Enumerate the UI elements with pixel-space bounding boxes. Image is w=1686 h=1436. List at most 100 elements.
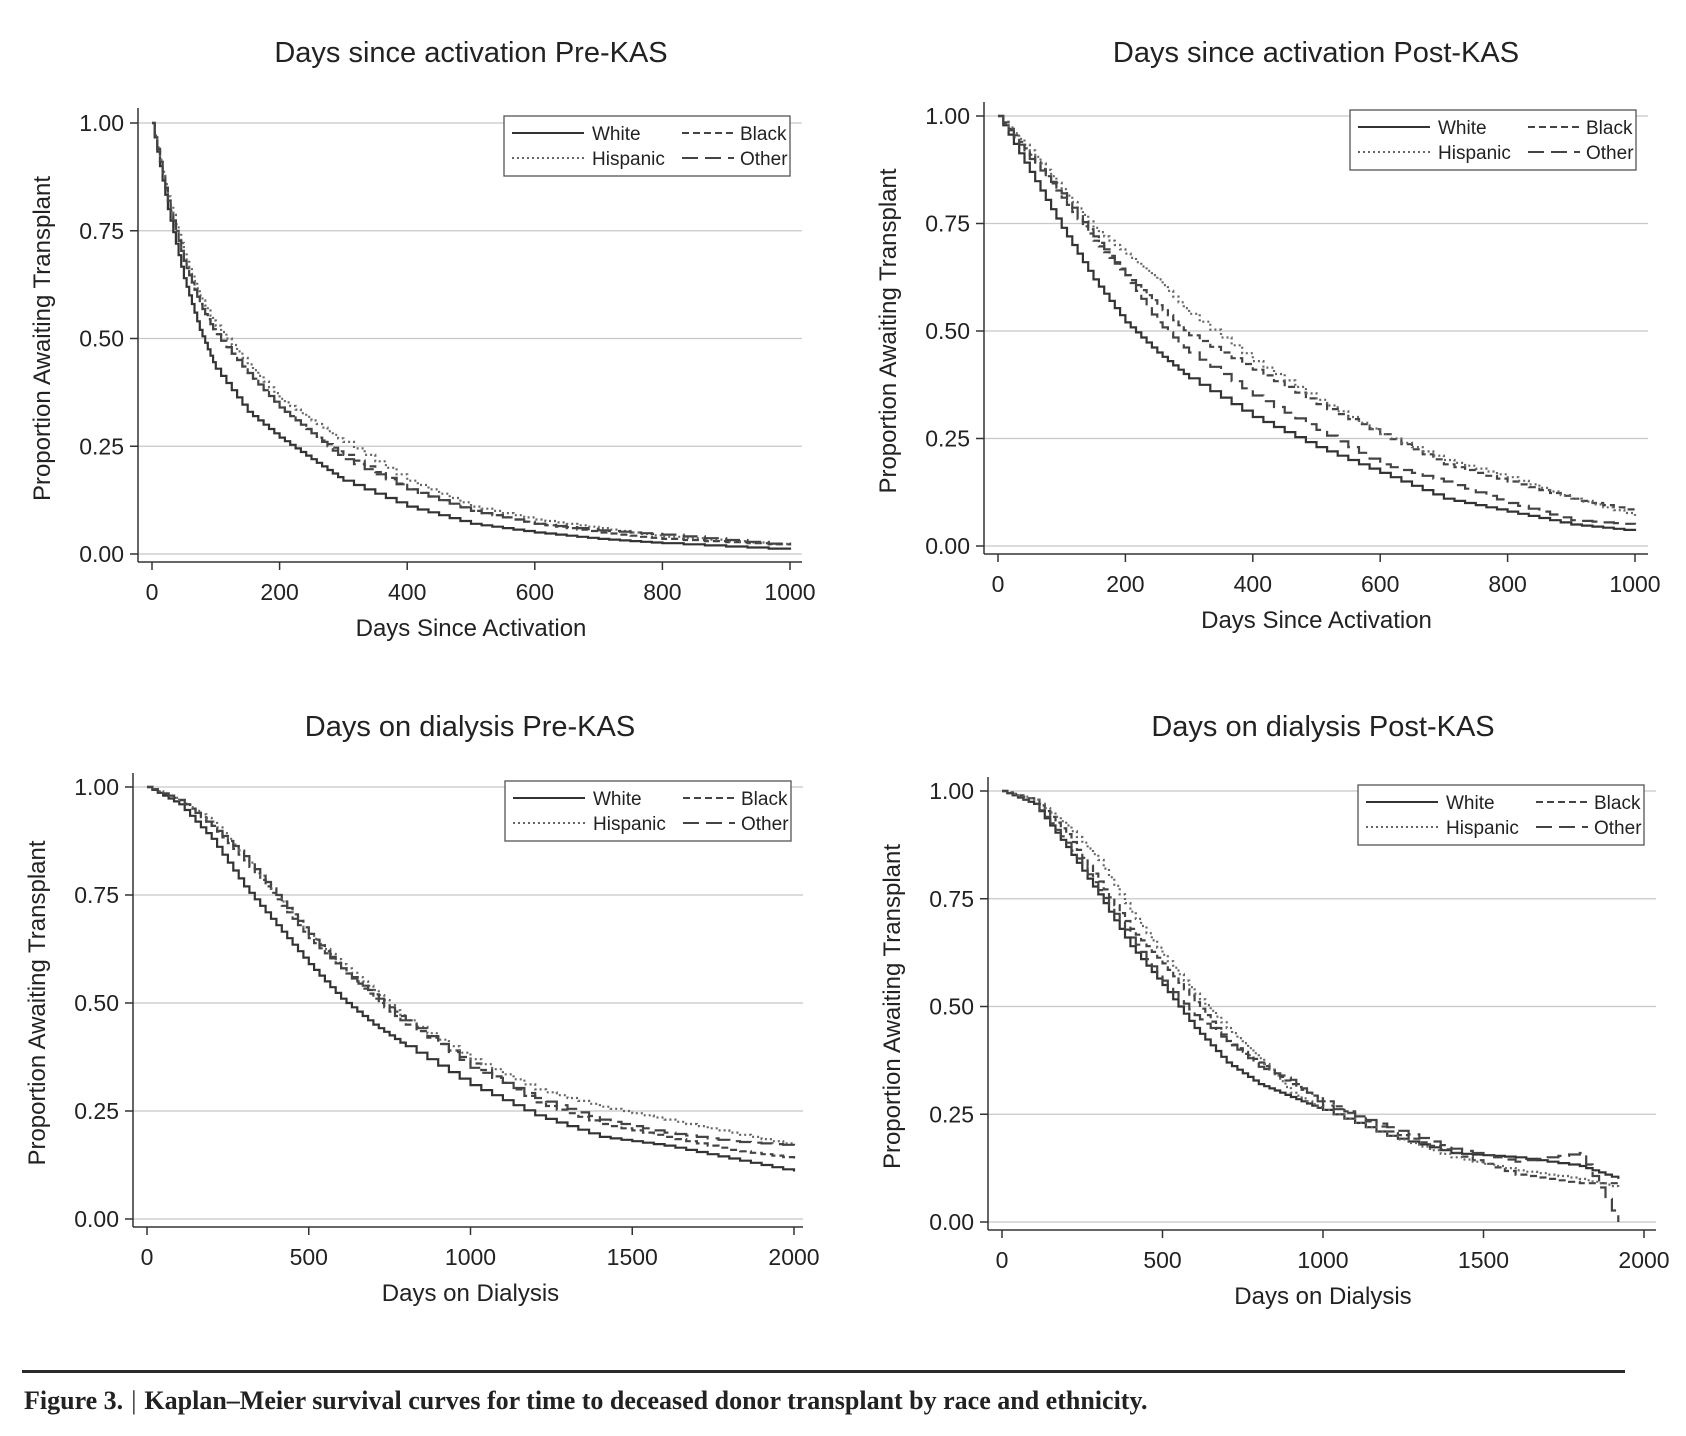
legend-label-black: Black (741, 789, 788, 810)
x-tick-label: 1000 (1609, 571, 1660, 597)
x-tick-label: 1000 (764, 579, 815, 605)
chart-title: Days since activation Pre-KAS (274, 37, 667, 69)
caption-rule (22, 1370, 1625, 1373)
legend: White Black Hispanic Other (1357, 784, 1645, 846)
chart-title: Days since activation Post-KAS (1113, 37, 1519, 69)
caption-text: Kaplan–Meier survival curves for time to… (144, 1386, 1148, 1415)
chart-panel-3: Days on dialysis Pre-KAS 0.00 0.25 0.50 0.75… (24, 711, 820, 1307)
y-axis-label: Proportion Awaiting Transplant (879, 844, 906, 1169)
series-line-black (998, 114, 1637, 512)
y-tick-label: 0.00 (74, 1206, 119, 1232)
legend: White Black Hispanic Other (503, 115, 791, 177)
series-line-black (152, 121, 792, 546)
y-tick-label: 0.50 (925, 318, 970, 344)
series-line-hispanic (152, 121, 792, 546)
x-tick-label: 600 (516, 579, 554, 605)
x-tick-label: 400 (1234, 571, 1272, 597)
x-axis-label: Days Since Activation (1201, 607, 1432, 634)
legend-label-hispanic: Hispanic (1438, 143, 1511, 164)
series-line-white (152, 121, 792, 550)
y-tick-label: 0.50 (74, 990, 119, 1016)
y-tick-label: 0.75 (929, 886, 974, 912)
legend-box (503, 115, 791, 177)
y-axis-label: Proportion Awaiting Transplant (29, 176, 56, 501)
y-tick-label: 0.75 (79, 218, 124, 244)
x-tick-label: 1000 (445, 1244, 496, 1270)
x-tick-label: 0 (996, 1247, 1009, 1273)
y-tick-label: 1.00 (929, 778, 974, 804)
caption-separator: | (131, 1386, 137, 1415)
y-tick-label: 0.75 (925, 211, 970, 237)
x-axis-label: Days on Dialysis (382, 1280, 559, 1307)
series-line-other (152, 121, 792, 546)
y-tick-label: 0.25 (79, 433, 124, 459)
chart-title: Days on dialysis Post-KAS (1151, 711, 1494, 743)
legend: White Black Hispanic Other (504, 780, 792, 842)
legend-label-other: Other (1594, 818, 1642, 839)
legend-label-hispanic: Hispanic (593, 814, 666, 835)
y-tick-label: 1.00 (925, 103, 970, 129)
x-tick-label: 1000 (1297, 1247, 1348, 1273)
y-tick-label: 0.25 (925, 426, 970, 452)
y-tick-label: 1.00 (79, 110, 124, 136)
series-line-hispanic (1002, 789, 1620, 1188)
y-axis-label: Proportion Awaiting Transplant (24, 840, 51, 1165)
y-tick-label: 0.00 (925, 533, 970, 559)
legend-box (1357, 784, 1645, 846)
legend-label-white: White (1446, 793, 1495, 814)
y-tick-label: 0.25 (74, 1098, 119, 1124)
chart-panel-4: Days on dialysis Post-KAS 0.00 0.25 0.50 0.7… (879, 711, 1670, 1310)
legend-label-black: Black (1594, 793, 1641, 814)
figure-caption: Figure 3. | Kaplan–Meier survival curves f… (24, 1386, 1148, 1416)
legend-label-white: White (593, 789, 642, 810)
legend-box (1349, 109, 1637, 171)
series-line-hispanic (998, 114, 1637, 516)
x-tick-label: 2000 (768, 1244, 819, 1270)
series-line-white (147, 785, 796, 1172)
x-tick-label: 2000 (1618, 1247, 1669, 1273)
legend-label-other: Other (741, 814, 789, 835)
legend-label-other: Other (1586, 143, 1634, 164)
legend-label-hispanic: Hispanic (592, 149, 665, 170)
legend: White Black Hispanic Other (1349, 109, 1637, 171)
y-tick-label: 0.00 (79, 541, 124, 567)
series-line-other (998, 114, 1637, 525)
y-axis-label: Proportion Awaiting Transplant (875, 168, 902, 493)
y-tick-label: 1.00 (74, 774, 119, 800)
legend-label-other: Other (740, 149, 788, 170)
legend-label-white: White (1438, 118, 1487, 139)
legend-label-hispanic: Hispanic (1446, 818, 1519, 839)
y-tick-label: 0.50 (929, 994, 974, 1020)
x-tick-label: 0 (141, 1244, 154, 1270)
x-axis-label: Days on Dialysis (1234, 1283, 1411, 1310)
legend-label-black: Black (1586, 118, 1633, 139)
x-tick-label: 800 (1488, 571, 1526, 597)
chart-panel-2: Days since activation Post-KAS 0.00 0.25 0.… (875, 37, 1661, 634)
x-tick-label: 400 (388, 579, 426, 605)
series-line-white (998, 114, 1637, 531)
x-tick-label: 0 (146, 579, 159, 605)
legend-label-black: Black (740, 124, 787, 145)
x-tick-label: 200 (260, 579, 298, 605)
x-tick-label: 800 (643, 579, 681, 605)
legend-box (504, 780, 792, 842)
x-tick-label: 500 (1143, 1247, 1181, 1273)
chart-panel-1: Days since activation Pre-KAS 0.00 0.25 0.5… (29, 37, 816, 642)
x-tick-label: 500 (290, 1244, 328, 1270)
series-line-other (147, 785, 796, 1146)
legend-label-white: White (592, 124, 641, 145)
x-tick-label: 600 (1361, 571, 1399, 597)
y-tick-label: 0.50 (79, 326, 124, 352)
chart-title: Days on dialysis Pre-KAS (305, 711, 635, 743)
x-tick-label: 200 (1106, 571, 1144, 597)
series-line-white (1002, 789, 1620, 1179)
figure-label: Figure 3. (24, 1386, 124, 1415)
y-tick-label: 0.75 (74, 882, 119, 908)
y-tick-label: 0.00 (929, 1209, 974, 1235)
x-tick-label: 1500 (1458, 1247, 1509, 1273)
kaplan-meier-figure: Days since activation Pre-KAS 0.00 0.25 0.5… (24, 37, 1670, 1310)
x-tick-label: 1500 (607, 1244, 658, 1270)
series-line-black (1002, 789, 1619, 1185)
series-line-black (147, 785, 796, 1159)
x-axis-label: Days Since Activation (356, 615, 587, 642)
